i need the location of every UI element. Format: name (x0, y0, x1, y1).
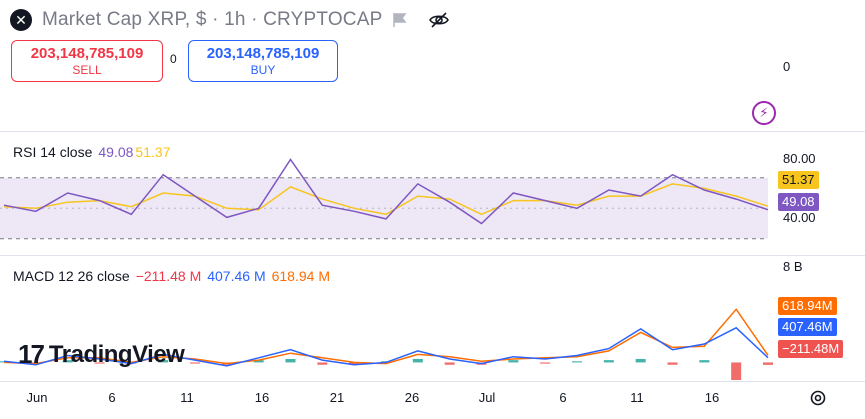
hide-eye-icon[interactable] (428, 11, 450, 29)
buy-price: 203,148,785,109 (206, 44, 320, 62)
rsi-price-tag: 49.08 (778, 193, 819, 211)
chart-header: ✕ Market Cap XRP, $ · 1h · CRYPTOCAP (10, 6, 450, 34)
sell-price: 203,148,785,109 (30, 44, 144, 62)
time-axis-border (0, 381, 865, 382)
macd-histogram-bar (699, 360, 710, 363)
spread-value: 0 (170, 52, 177, 66)
macd-histogram-bar (285, 358, 296, 363)
sell-label: SELL (72, 62, 102, 77)
macd-histogram-bar (62, 360, 73, 363)
macd-line-legend-value: 407.46 M (207, 268, 266, 284)
macd-histogram-bar (94, 362, 105, 364)
main-axis-zero: 0 (783, 59, 791, 74)
macd-pane[interactable] (0, 256, 865, 380)
tradingview-wordmark: TradingView (48, 340, 185, 368)
macd-histogram-bar (508, 360, 519, 363)
time-axis-label: Jun (26, 390, 48, 405)
macd-line (3, 326, 769, 367)
settings-gear-icon[interactable] (808, 388, 828, 408)
sell-button[interactable]: 203,148,785,109 SELL (11, 40, 163, 82)
macd-histogram-bar (158, 360, 169, 363)
macd-tick-top: 8 B (783, 259, 803, 274)
flag-icon[interactable] (392, 12, 408, 28)
rsi-tick-low: 40.00 (783, 210, 816, 225)
rsi-tick-high: 80.00 (783, 151, 816, 166)
rsi-legend-value: 49.08 (98, 144, 134, 160)
macd-histogram-bar (317, 362, 328, 365)
macd-histogram-bar (540, 362, 551, 364)
rsi-legend-name: RSI 14 close (13, 144, 93, 160)
rsi-legend[interactable]: RSI 14 close 49.08 51.37 (13, 144, 170, 160)
macd-histogram-bar (667, 362, 678, 365)
macd-histogram-bar (572, 361, 582, 363)
macd-histogram-bar (635, 358, 646, 363)
macd-legend[interactable]: MACD 12 26 close −211.48 M 407.46 M 618.94 … (13, 268, 330, 284)
time-axis-label: 11 (180, 390, 194, 405)
macd-signal-price-tag: 618.94M (778, 297, 837, 315)
macd-histogram-bar (731, 362, 742, 380)
symbol-title[interactable]: Market Cap XRP, $ · 1h · CRYPTOCAP (42, 9, 383, 30)
macd-histogram-bar (763, 362, 773, 365)
macd-histogram-bar (603, 360, 614, 363)
time-axis-label: 11 (630, 390, 644, 405)
rsi-line (3, 158, 769, 225)
macd-histogram-bar (190, 362, 200, 364)
time-axis-label: 16 (704, 390, 720, 405)
lightning-icon[interactable]: ⚡ (752, 101, 776, 125)
macd-hist-price-tag: −211.48M (778, 340, 844, 358)
macd-histogram-bar (253, 360, 264, 363)
pane-separator[interactable] (0, 255, 865, 256)
time-axis-label: 26 (404, 390, 420, 405)
macd-hist-legend-value: −211.48 M (135, 268, 202, 284)
macd-legend-name: MACD 12 26 close (13, 268, 130, 284)
macd-histogram-bar (444, 362, 455, 365)
pane-separator[interactable] (0, 131, 865, 132)
buy-button[interactable]: 203,148,785,109 BUY (188, 40, 338, 82)
tradingview-mark-icon: 17 (18, 339, 45, 369)
time-axis-label: 6 (108, 390, 116, 405)
tradingview-logo[interactable]: 17 TradingView (18, 339, 185, 370)
macd-histogram-bar (349, 362, 360, 365)
rsi-ma-legend-value: 51.37 (135, 144, 171, 160)
macd-histogram-bar (412, 358, 423, 363)
buy-label: BUY (250, 62, 276, 77)
macd-signal-line (3, 308, 769, 365)
rsi-ma-price-tag: 51.37 (778, 171, 819, 189)
time-axis-label: Jul (478, 390, 496, 405)
time-axis-label: 16 (254, 390, 270, 405)
rsi-pane[interactable] (0, 132, 865, 254)
time-axis-label: 21 (329, 390, 345, 405)
xrp-logo-icon[interactable]: ✕ (10, 9, 32, 31)
time-axis-label: 6 (559, 390, 567, 405)
macd-line-price-tag: 407.46M (778, 318, 837, 336)
macd-signal-legend-value: 618.94 M (271, 268, 330, 284)
